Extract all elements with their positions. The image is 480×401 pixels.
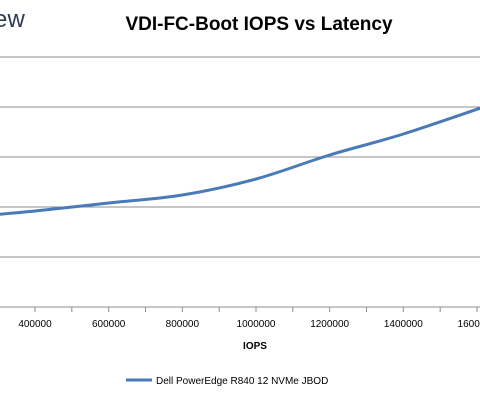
chart-title: VDI-FC-Boot IOPS vs Latency	[125, 14, 393, 35]
brand-logo-text: ew	[0, 6, 26, 33]
x-tick-label: 1400000	[384, 319, 423, 330]
gridlines	[0, 56, 480, 258]
legend-entry: Dell PowerEdge R840 12 NVMe JBOD	[156, 376, 328, 387]
x-tick-label: 800000	[166, 319, 200, 330]
x-tick-label: 1200000	[310, 319, 349, 330]
x-axis	[0, 306, 480, 312]
legend: Dell PowerEdge R840 12 NVMe JBOD	[126, 376, 328, 387]
x-tick-label: 1000000	[237, 319, 276, 330]
series-line	[0, 106, 480, 216]
x-tick-label: 1600000	[458, 319, 480, 330]
x-tick-labels: 400000 600000 800000 1000000 1200000 1400000 1…	[18, 319, 480, 330]
x-tick-label: 400000	[18, 319, 52, 330]
x-tick-label: 600000	[92, 319, 126, 330]
series-layer	[0, 106, 480, 216]
x-axis-label: IOPS	[243, 341, 267, 352]
